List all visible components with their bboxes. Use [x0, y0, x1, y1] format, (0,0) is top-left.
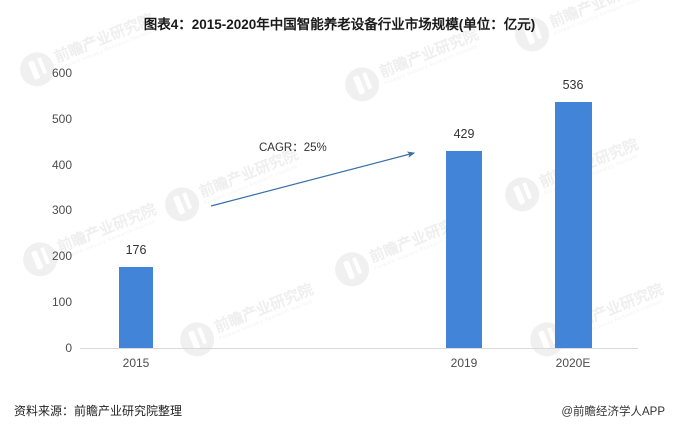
cagr-annotation-label: CAGR：25% — [259, 142, 327, 154]
y-tick-label: 200 — [51, 249, 72, 263]
credit-note: @前瞻经济学人APP — [561, 406, 665, 418]
bar-value-label-2020e: 536 — [562, 78, 584, 92]
bar-2019[interactable] — [446, 151, 482, 348]
bar-2015[interactable] — [119, 267, 153, 348]
y-tick-label: 600 — [51, 66, 72, 80]
y-tick-label: 100 — [51, 295, 72, 309]
y-tick-label: 0 — [65, 341, 72, 355]
x-tick-label-2020e: 2020E — [555, 356, 591, 370]
bar-2020e[interactable] — [555, 102, 592, 348]
x-axis-line — [80, 348, 638, 349]
y-tick-label: 400 — [51, 158, 72, 172]
y-axis-ticks: 0 100 200 300 400 500 600 — [12, 0, 72, 433]
bar-value-label-2019: 429 — [453, 127, 475, 141]
y-tick-label: 300 — [51, 203, 72, 217]
source-note: 资料来源：前瞻产业研究院整理 — [14, 404, 183, 418]
chart-title: 图表4：2015-2020年中国智能养老设备行业市场规模(单位：亿元) — [143, 17, 536, 32]
y-tick-label: 500 — [51, 112, 72, 126]
x-tick-label-2015: 2015 — [122, 356, 150, 370]
bar-value-label-2015: 176 — [125, 243, 147, 257]
x-tick-label-2019: 2019 — [450, 356, 478, 370]
